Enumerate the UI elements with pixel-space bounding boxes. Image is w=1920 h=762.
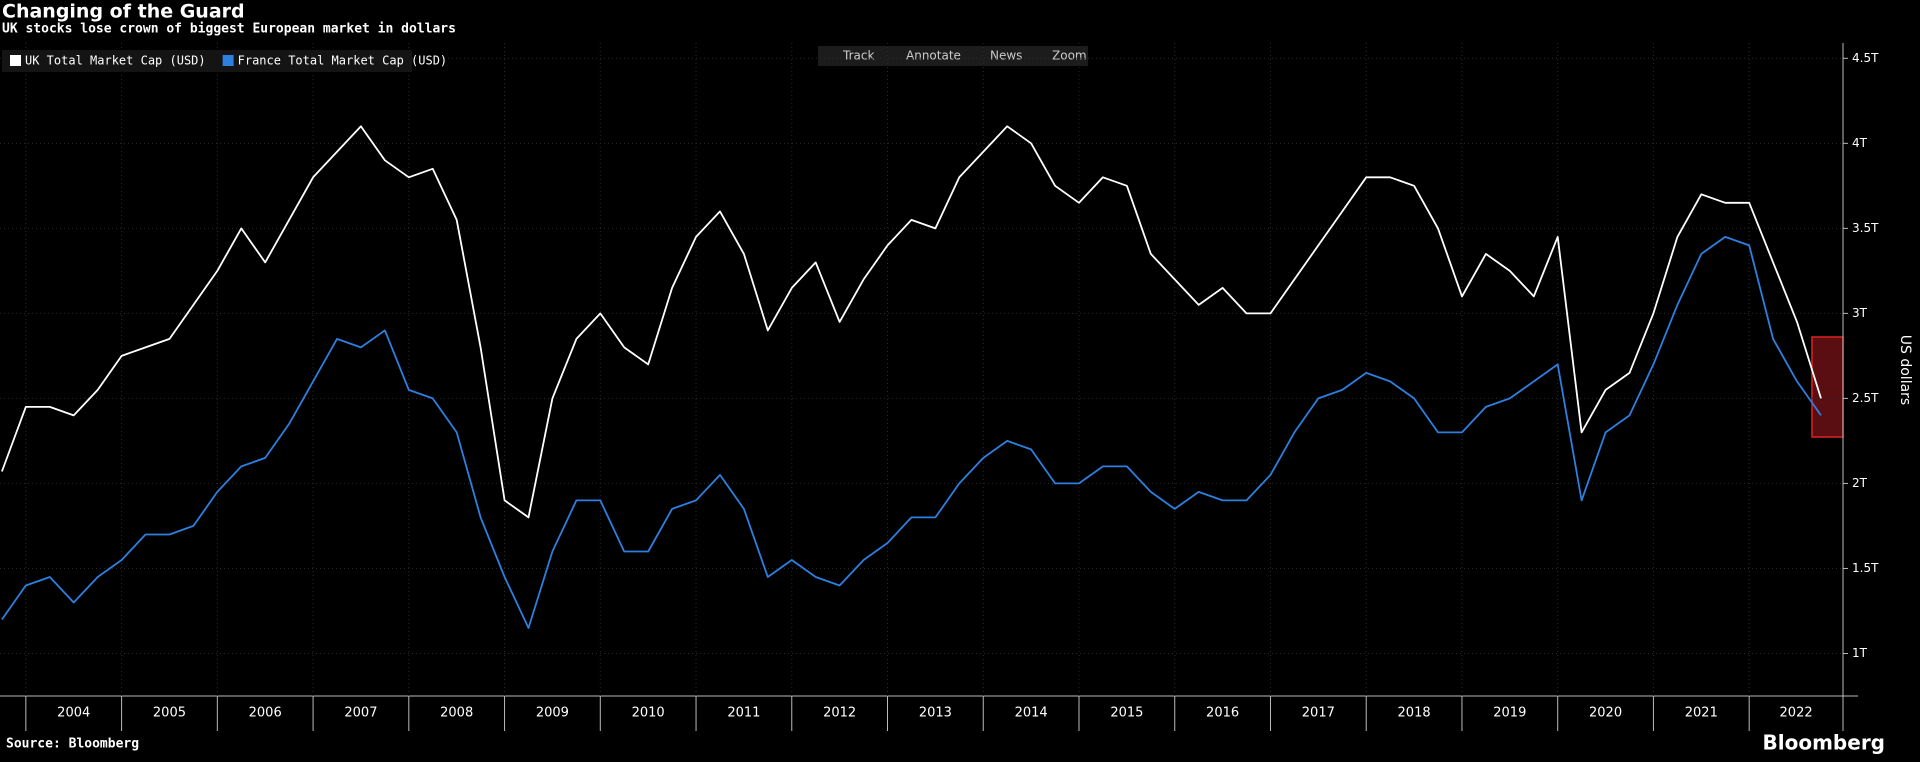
y-tick-label: 4.5T (1852, 51, 1879, 65)
legend-label: UK Total Market Cap (USD) (25, 54, 206, 68)
legend-swatch (10, 55, 21, 66)
x-tick-label: 2018 (1398, 706, 1431, 721)
source: Source: Bloomberg (6, 737, 139, 752)
legend-label: France Total Market Cap (USD) (238, 54, 448, 68)
y-tick-label: 1T (1852, 646, 1868, 660)
x-tick-label: 2017 (1302, 706, 1335, 721)
toolbar-button[interactable]: Track (842, 49, 874, 63)
y-tick-label: 2T (1852, 476, 1868, 490)
x-tick-label: 2004 (57, 706, 90, 721)
x-tick-label: 2016 (1206, 706, 1239, 721)
y-tick-label: 3.5T (1852, 221, 1879, 235)
legend (2, 50, 412, 72)
x-tick-label: 2022 (1780, 706, 1813, 721)
x-tick-label: 2011 (727, 706, 760, 721)
toolbar (818, 46, 1088, 66)
toolbar-button[interactable]: Zoom (1052, 49, 1087, 63)
x-tick-label: 2013 (919, 706, 952, 721)
x-tick-label: 2008 (440, 706, 473, 721)
legend-swatch (222, 55, 234, 66)
x-tick-label: 2021 (1685, 706, 1718, 721)
series-line (1, 125, 1822, 519)
x-tick-label: 2015 (1110, 706, 1143, 721)
x-tick-label: 2019 (1493, 706, 1526, 721)
x-tick-label: 2005 (153, 706, 186, 721)
y-axis-label: US dollars (1897, 335, 1913, 405)
x-tick-label: 2014 (1015, 706, 1048, 721)
brand: Bloomberg (1763, 731, 1885, 755)
x-tick-label: 2010 (632, 706, 665, 721)
x-tick-label: 2012 (823, 706, 856, 721)
x-tick-label: 2006 (249, 706, 282, 721)
y-tick-label: 4T (1852, 136, 1868, 150)
series-line (1, 236, 1822, 629)
x-tick-label: 2007 (344, 706, 377, 721)
toolbar-button[interactable]: News (990, 49, 1022, 63)
x-tick-label: 2009 (536, 706, 569, 721)
toolbar-button[interactable]: Annotate (906, 49, 961, 63)
x-tick-label: 2020 (1589, 706, 1622, 721)
y-tick-label: 2.5T (1852, 391, 1879, 405)
chart-title: Changing of the Guard (2, 1, 245, 23)
y-tick-label: 3T (1852, 306, 1868, 320)
y-tick-label: 1.5T (1852, 561, 1879, 575)
chart-subtitle: UK stocks lose crown of biggest European… (2, 22, 456, 37)
